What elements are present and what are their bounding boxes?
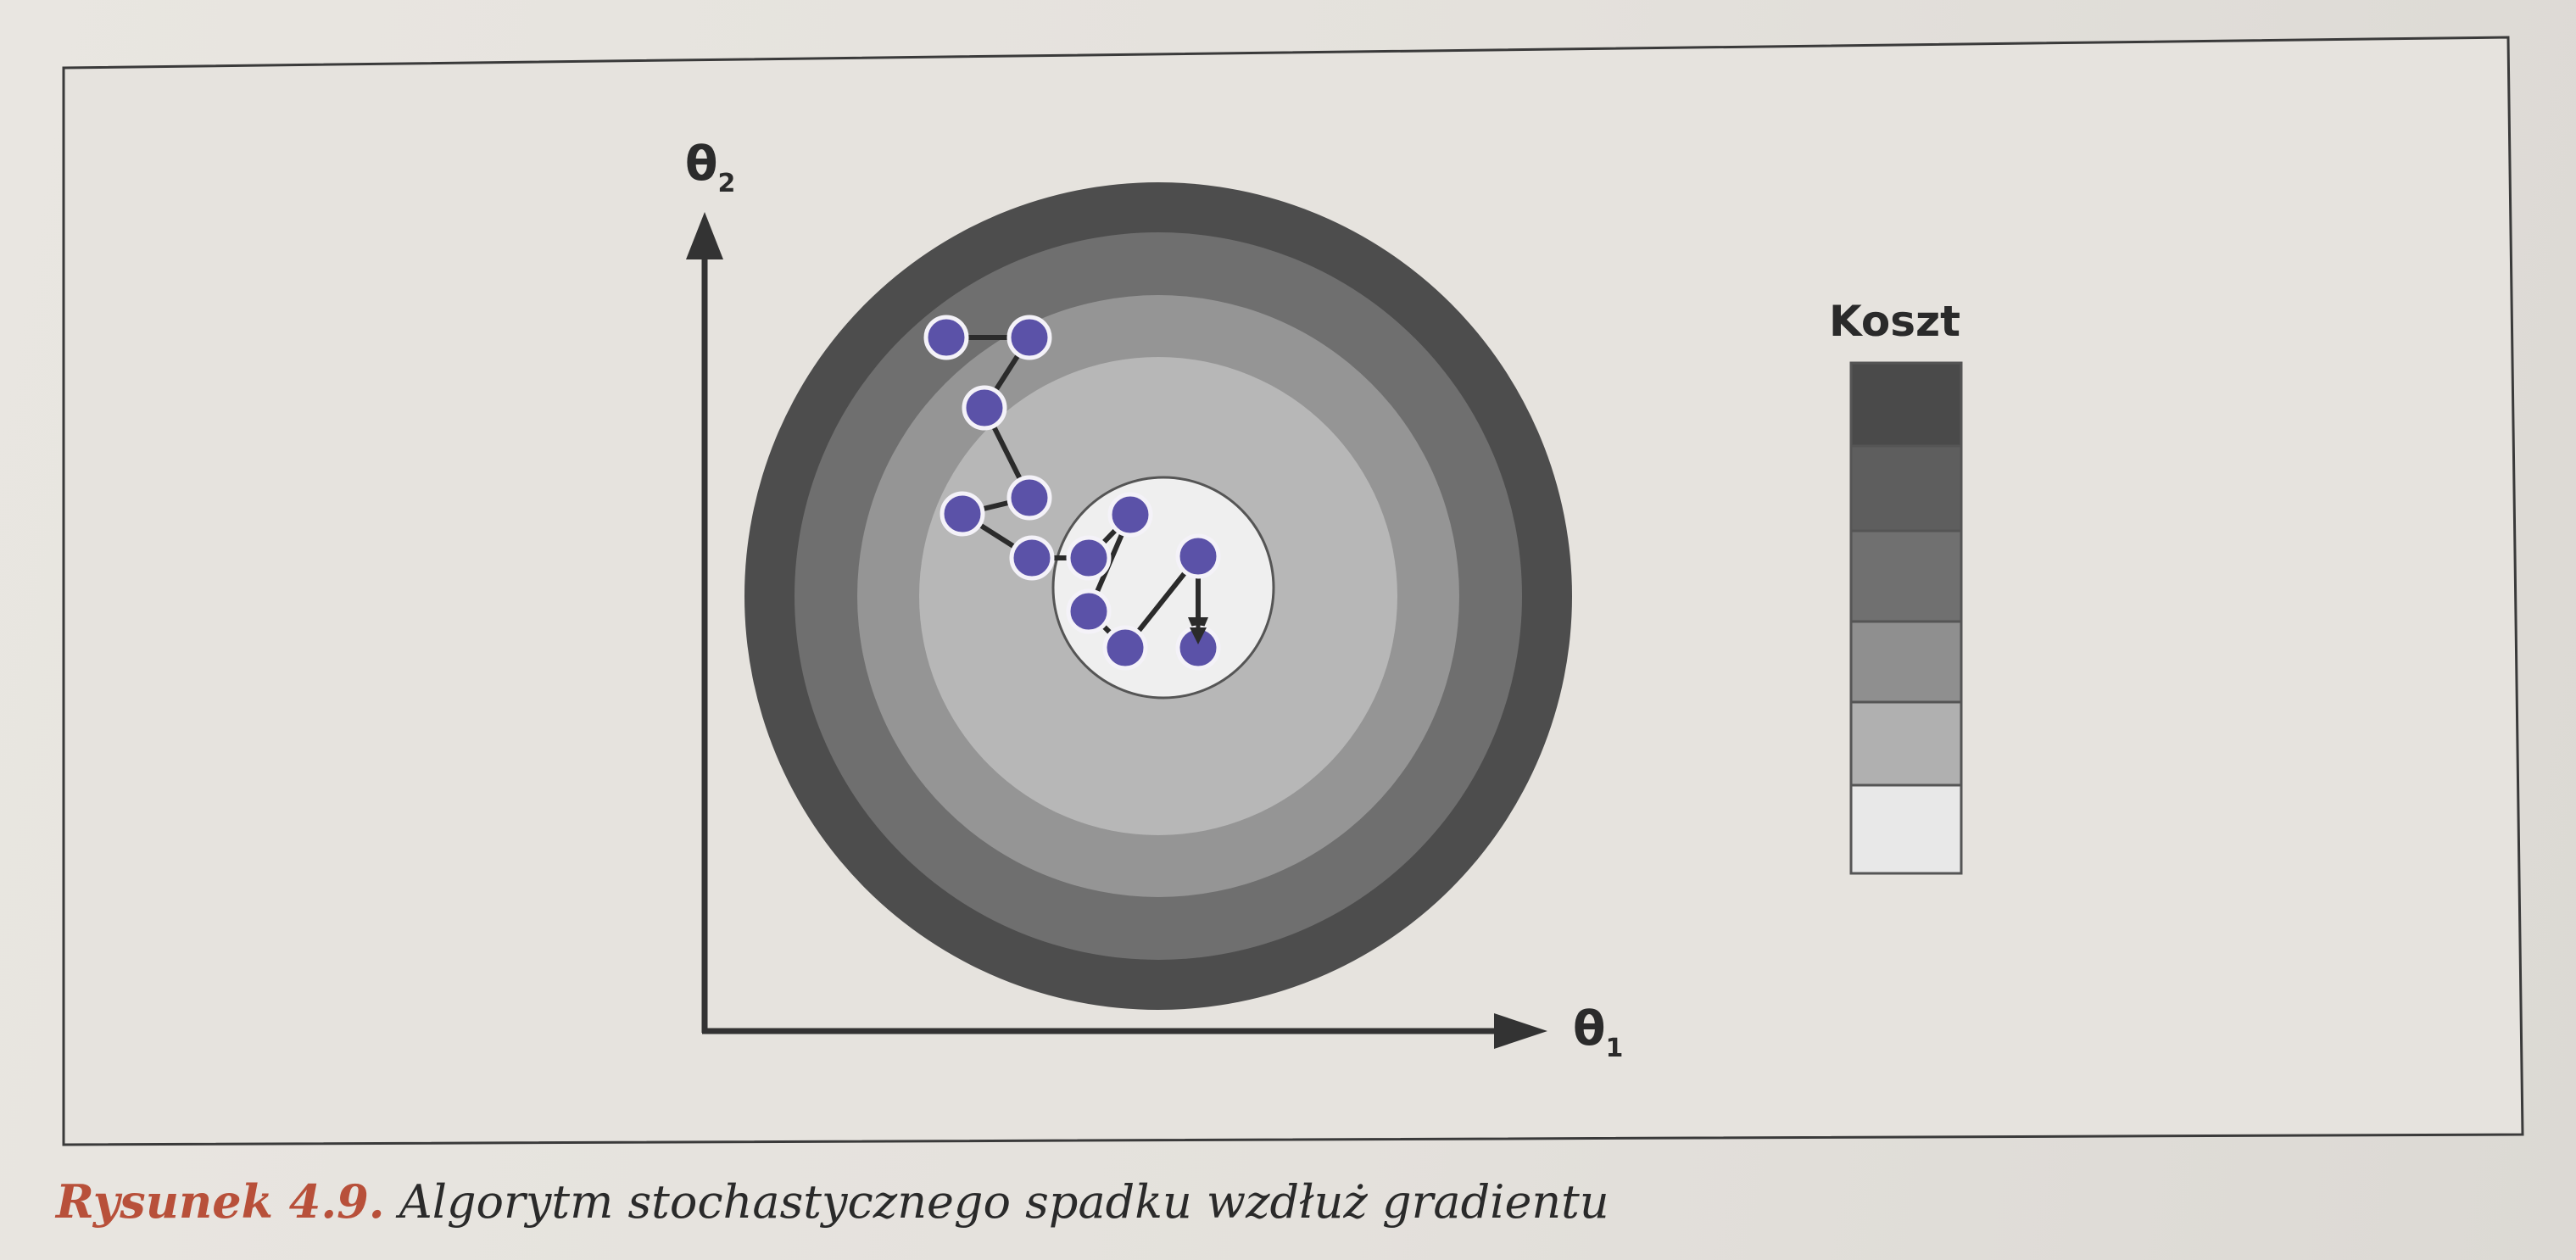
axes: θ2 θ1 xyxy=(685,137,1623,1063)
legend-level-6 xyxy=(1849,783,1963,875)
cost-legend: Koszt xyxy=(1829,297,1963,875)
x-axis-label: θ1 xyxy=(1573,1001,1623,1063)
figure-caption: Rysunek 4.9. Algorytm stochastycznego sp… xyxy=(56,1174,1609,1229)
sgd-step-point xyxy=(1009,535,1055,581)
caption-label: Rysunek 4.9. xyxy=(56,1174,385,1229)
sgd-step-point xyxy=(1066,588,1112,634)
sgd-step-point xyxy=(923,315,969,360)
legend-scale xyxy=(1849,361,1963,875)
final-step-arrowhead-overlay xyxy=(1190,627,1207,644)
sgd-step-point xyxy=(940,491,985,537)
sgd-step-point xyxy=(1102,625,1148,671)
legend-level-5 xyxy=(1849,700,1963,787)
caption-text: Algorytm stochastycznego spadku wzdłuż g… xyxy=(384,1175,1609,1229)
legend-level-3 xyxy=(1849,529,1963,623)
sgd-step-point xyxy=(1066,535,1112,581)
contour-ring-5 xyxy=(1051,476,1275,700)
legend-level-4 xyxy=(1849,620,1963,704)
sgd-step-point xyxy=(1175,533,1221,579)
y-axis-label: θ2 xyxy=(685,137,735,198)
x-axis-arrow xyxy=(1494,1013,1547,1049)
y-axis-arrow xyxy=(686,212,723,259)
cost-contours xyxy=(744,182,1572,1010)
x-axis-subscript: 1 xyxy=(1605,1034,1623,1063)
sgd-step-point xyxy=(1107,492,1153,538)
sgd-path xyxy=(923,315,1221,671)
sgd-step-point xyxy=(1006,315,1052,360)
y-axis-subscript: 2 xyxy=(717,169,735,198)
sgd-step-point xyxy=(1006,475,1052,521)
legend-title: Koszt xyxy=(1829,297,1960,346)
sgd-step-point xyxy=(962,385,1007,431)
legend-level-2 xyxy=(1849,444,1963,532)
legend-level-1 xyxy=(1849,361,1963,448)
